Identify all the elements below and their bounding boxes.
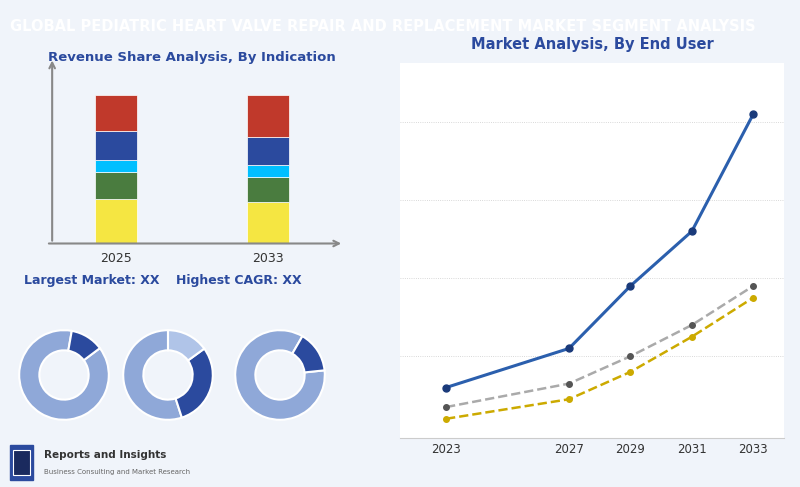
Text: Highest CAGR: XX: Highest CAGR: XX — [176, 274, 302, 286]
Text: Business Consulting and Market Research: Business Consulting and Market Research — [44, 469, 190, 475]
Wedge shape — [68, 331, 100, 360]
Wedge shape — [176, 349, 213, 417]
Title: Market Analysis, By End User: Market Analysis, By End User — [470, 37, 714, 53]
Bar — [246, 95, 290, 136]
Text: 2025: 2025 — [100, 252, 132, 265]
Wedge shape — [19, 330, 109, 420]
Text: Largest Market: XX: Largest Market: XX — [24, 274, 159, 286]
Bar — [94, 172, 138, 199]
Bar — [246, 136, 290, 165]
Wedge shape — [123, 330, 182, 420]
Text: 2033: 2033 — [252, 252, 284, 265]
Bar — [10, 445, 33, 480]
Bar — [246, 177, 290, 202]
Bar — [246, 202, 290, 244]
Bar — [13, 450, 30, 475]
Text: GLOBAL PEDIATRIC HEART VALVE REPAIR AND REPLACEMENT MARKET SEGMENT ANALYSIS: GLOBAL PEDIATRIC HEART VALVE REPAIR AND … — [10, 19, 755, 34]
Title: Revenue Share Analysis, By Indication: Revenue Share Analysis, By Indication — [48, 51, 336, 64]
Bar — [94, 199, 138, 244]
Wedge shape — [168, 330, 204, 360]
Bar — [94, 95, 138, 131]
Wedge shape — [235, 330, 325, 420]
Text: Reports and Insights: Reports and Insights — [44, 450, 166, 460]
Bar — [246, 165, 290, 177]
Bar — [94, 160, 138, 172]
Wedge shape — [292, 336, 325, 373]
Bar — [94, 131, 138, 160]
